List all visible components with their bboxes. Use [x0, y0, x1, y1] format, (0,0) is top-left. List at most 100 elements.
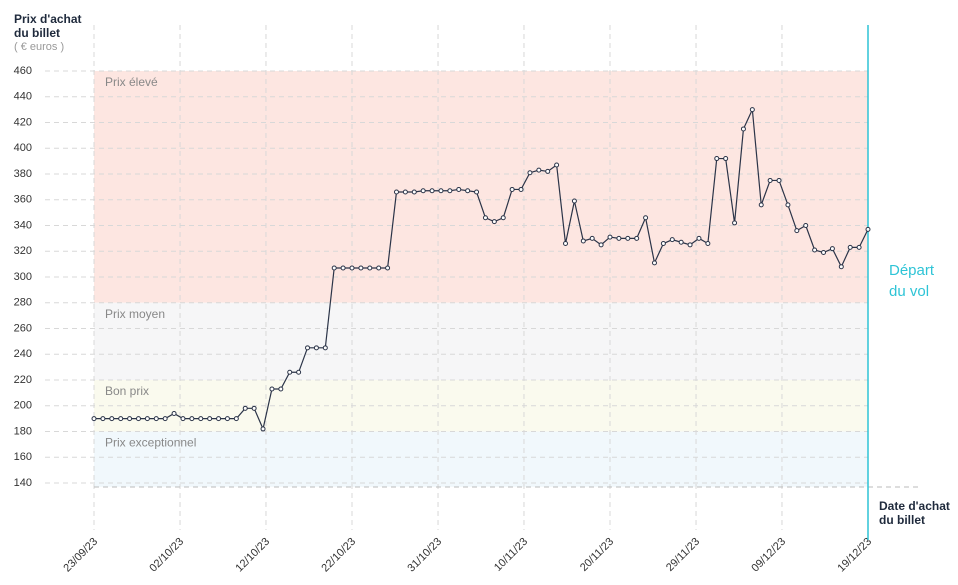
point [474, 189, 480, 195]
y-tick-label: 420 [14, 116, 32, 128]
y-tick-label: 440 [14, 91, 32, 103]
point [767, 177, 773, 183]
point [456, 186, 462, 192]
y-tick-label: 300 [14, 271, 32, 283]
point [616, 235, 622, 241]
x-tick-label: 12/10/23 [233, 536, 272, 575]
point [625, 235, 631, 241]
point [705, 241, 711, 247]
point [500, 215, 506, 221]
point [224, 416, 230, 422]
point [349, 265, 355, 271]
point [660, 241, 666, 247]
x-tick-label: 20/11/23 [578, 536, 616, 574]
point [127, 416, 133, 422]
point [509, 186, 515, 192]
point [527, 170, 533, 176]
y-tick-label: 340 [14, 219, 32, 231]
point [482, 215, 488, 221]
point [571, 198, 577, 204]
point [385, 265, 391, 271]
band-label: Prix moyen [105, 307, 165, 321]
point [358, 265, 364, 271]
point [260, 426, 266, 432]
point [207, 416, 213, 422]
point [838, 264, 844, 270]
price-band [94, 302, 868, 380]
point [144, 416, 150, 422]
point [269, 386, 275, 392]
y-tick-label: 160 [14, 451, 32, 463]
point [242, 405, 248, 411]
point [376, 265, 382, 271]
point [447, 188, 453, 194]
y-tick-label: 320 [14, 245, 32, 257]
x-tick-label: 22/10/23 [319, 536, 358, 575]
point [812, 247, 818, 253]
point [545, 168, 551, 174]
point [634, 235, 640, 241]
x-tick-label: 10/11/23 [492, 536, 530, 574]
point [776, 177, 782, 183]
point [580, 238, 586, 244]
point [305, 345, 311, 351]
point [651, 260, 657, 266]
y-tick-label: 180 [14, 425, 32, 437]
point [643, 215, 649, 221]
point [233, 416, 239, 422]
point [153, 416, 159, 422]
x-tick-label: 29/11/23 [664, 536, 702, 574]
point [669, 237, 675, 243]
point [856, 244, 862, 250]
point [438, 188, 444, 194]
point [189, 416, 195, 422]
point [723, 156, 729, 162]
point [251, 405, 257, 411]
point [785, 202, 791, 208]
point [162, 416, 168, 422]
point [696, 235, 702, 241]
point [180, 416, 186, 422]
x-tick-label: 23/09/23 [61, 536, 100, 575]
point [313, 345, 319, 351]
band-label: Prix exceptionnel [105, 436, 196, 450]
point [491, 219, 497, 225]
point [393, 189, 399, 195]
point [322, 345, 328, 351]
point [198, 416, 204, 422]
y-tick-label: 360 [14, 194, 32, 206]
point [91, 416, 97, 422]
point [135, 416, 141, 422]
point [367, 265, 373, 271]
y-tick-label: 380 [14, 168, 32, 180]
point [687, 242, 693, 248]
point [340, 265, 346, 271]
departure-label: Départ du vol [889, 262, 935, 300]
point [598, 242, 604, 248]
band-label: Bon prix [105, 384, 149, 398]
point [536, 167, 542, 173]
point [118, 416, 124, 422]
price-band [94, 431, 868, 487]
band-label: Prix élevé [105, 75, 158, 89]
point [821, 250, 827, 256]
point [331, 265, 337, 271]
point [411, 189, 417, 195]
price-line [94, 107, 869, 431]
x-tick-label: 09/12/23 [749, 536, 788, 575]
point [749, 107, 755, 113]
x-tick-label: 31/10/23 [405, 536, 444, 575]
point [847, 244, 853, 250]
point [740, 126, 746, 132]
point [732, 220, 738, 226]
point [171, 410, 177, 416]
point [803, 223, 809, 228]
point [278, 386, 284, 392]
y-tick-label: 140 [14, 477, 32, 489]
x-axis-title: Date d'achat du billet [879, 499, 950, 527]
point [296, 369, 302, 375]
y-tick-label: 260 [14, 322, 32, 334]
point [429, 188, 435, 194]
point [465, 188, 471, 194]
y-axis-unit: ( € euros ) [14, 41, 65, 53]
